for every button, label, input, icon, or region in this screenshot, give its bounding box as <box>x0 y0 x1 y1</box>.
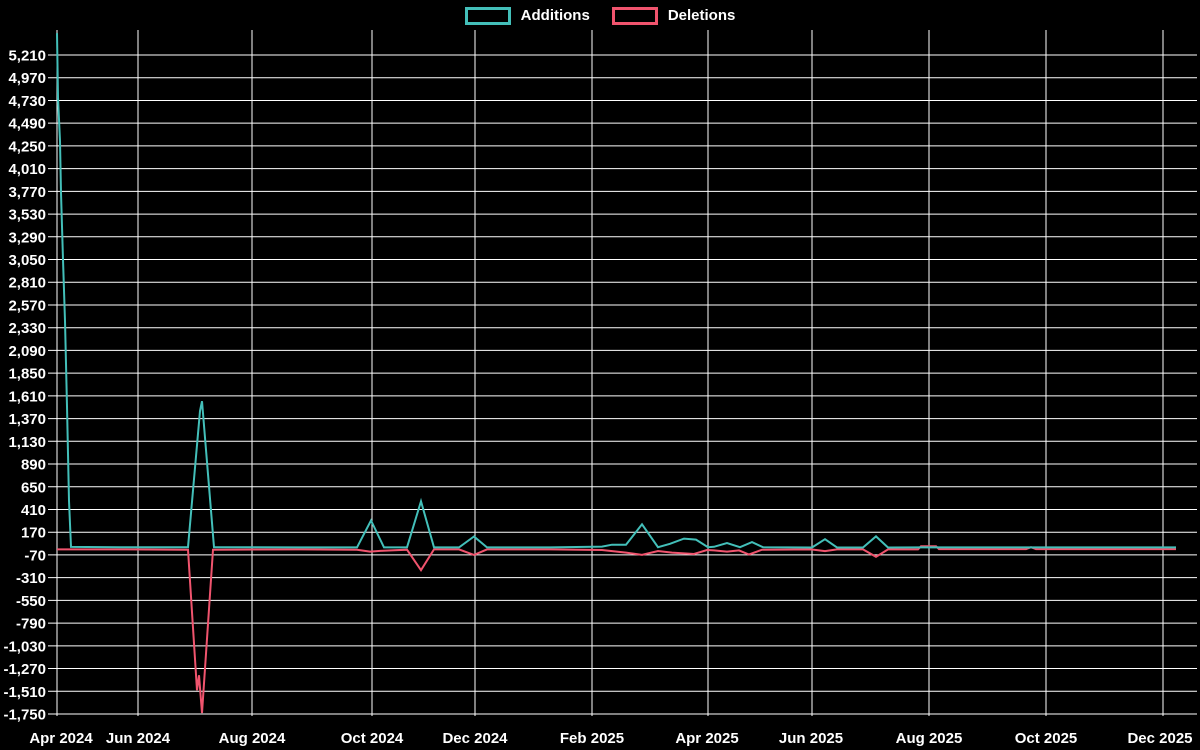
additions-line <box>56 33 1176 549</box>
x-tick-label: Aug 2025 <box>896 730 963 747</box>
y-tick-label: 890 <box>21 457 46 474</box>
y-tick-label: 410 <box>21 502 46 519</box>
y-tick-label: 3,770 <box>8 184 46 201</box>
legend-label-deletions: Deletions <box>667 7 736 24</box>
y-tick-label: 1,130 <box>8 434 46 451</box>
deletions-line <box>57 545 1176 714</box>
y-tick-label: -790 <box>16 616 46 633</box>
y-tick-label: -1,510 <box>3 684 46 701</box>
chart-legend: Additions Deletions <box>0 7 1200 25</box>
x-tick-label: Aug 2024 <box>219 730 286 747</box>
y-tick-label: -1,750 <box>3 707 46 724</box>
horizontal-gridlines <box>48 54 1197 715</box>
y-tick-label: 4,970 <box>8 70 46 87</box>
y-axis-labels: 5,210 4,970 4,730 4,490 4,250 4,010 3,770 3,530… <box>3 48 46 724</box>
deletions-swatch-icon <box>611 7 658 25</box>
y-tick-label: -1,270 <box>3 661 46 678</box>
y-tick-label: 650 <box>21 479 46 496</box>
y-tick-label: 4,490 <box>8 116 46 133</box>
vertical-gridlines <box>56 30 1164 716</box>
x-axis-labels: Apr 2024 Jun 2024 Aug 2024 Oct 2024 Dec 2024… <box>29 730 1192 747</box>
y-tick-label: 4,730 <box>8 93 46 110</box>
y-tick-label: -70 <box>24 547 46 564</box>
x-tick-label: Feb 2025 <box>560 730 624 747</box>
y-tick-label: 4,010 <box>8 161 46 178</box>
y-tick-label: 1,370 <box>8 411 46 428</box>
additions-swatch-icon <box>464 7 511 25</box>
x-tick-label: Dec 2024 <box>442 730 508 747</box>
y-tick-label: 3,050 <box>8 252 46 269</box>
y-tick-label: -310 <box>16 570 46 587</box>
y-tick-label: -1,030 <box>3 638 46 655</box>
y-tick-label: 2,810 <box>8 275 46 292</box>
y-tick-label: 2,570 <box>8 297 46 314</box>
x-tick-label: Apr 2025 <box>675 730 738 747</box>
x-tick-label: Oct 2025 <box>1015 730 1078 747</box>
y-tick-label: 1,610 <box>8 388 46 405</box>
y-tick-label: 1,850 <box>8 366 46 383</box>
legend-item-additions[interactable]: Additions <box>464 7 590 25</box>
x-tick-label: Jun 2025 <box>779 730 843 747</box>
y-tick-label: 170 <box>21 525 46 542</box>
x-tick-label: Dec 2025 <box>1127 730 1192 747</box>
legend-item-deletions[interactable]: Deletions <box>611 7 736 25</box>
y-tick-label: -550 <box>16 593 46 610</box>
x-tick-label: Apr 2024 <box>29 730 93 747</box>
legend-label-additions: Additions <box>520 7 590 24</box>
y-tick-label: 5,210 <box>8 48 46 65</box>
y-tick-label: 3,530 <box>8 207 46 224</box>
y-tick-label: 3,290 <box>8 229 46 246</box>
y-tick-label: 2,090 <box>8 343 46 360</box>
y-tick-label: 4,250 <box>8 138 46 155</box>
y-tick-label: 2,330 <box>8 320 46 337</box>
x-tick-label: Oct 2024 <box>341 730 404 747</box>
x-tick-label: Jun 2024 <box>106 730 171 747</box>
